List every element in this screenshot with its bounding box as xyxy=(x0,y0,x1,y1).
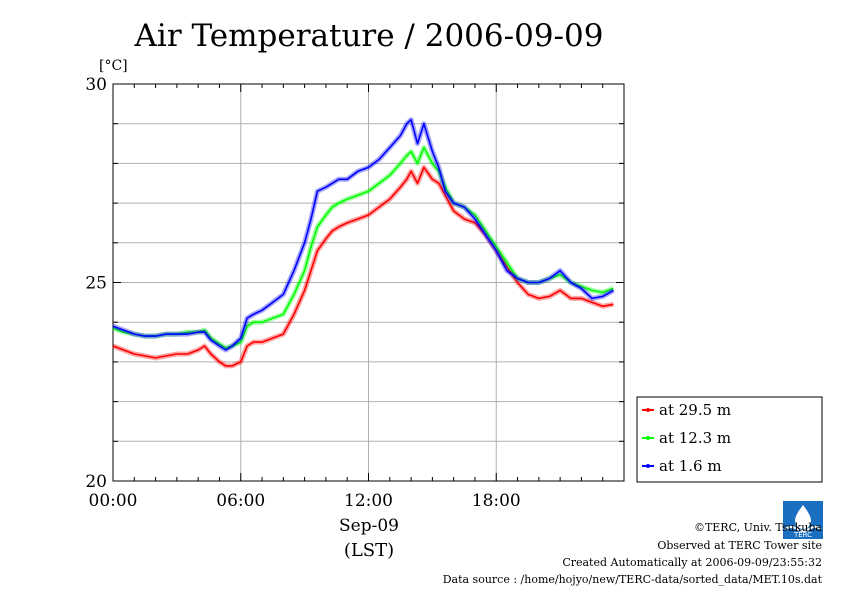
series-line-1 xyxy=(112,146,614,349)
footer-created: Created Automatically at 2006-09-09/23:5… xyxy=(562,556,822,569)
chart-title: Air Temperature / 2006-09-09 xyxy=(134,18,604,54)
series-band-2 xyxy=(112,117,615,353)
x-tick-label: 00:00 xyxy=(89,491,138,511)
x-axis-unit-label: (LST) xyxy=(344,540,394,561)
x-tick-label: 12:00 xyxy=(344,491,393,511)
y-axis: 20 25 30 xyxy=(85,75,624,492)
terc-logo-icon: TERC xyxy=(783,501,823,539)
x-axis: 00:00 06:00 12:00 18:00 xyxy=(89,84,625,511)
series-line-0 xyxy=(112,166,614,367)
y-tick-label: 25 xyxy=(85,274,107,294)
legend-marker xyxy=(646,408,650,412)
y-axis-label: [°C] xyxy=(99,58,128,74)
series-band-1 xyxy=(112,145,615,351)
legend: at 29.5 m at 12.3 m at 1.6 m xyxy=(636,396,823,483)
y-tick-label: 30 xyxy=(85,75,107,95)
series-line-2 xyxy=(112,118,614,351)
logo-text: TERC xyxy=(793,531,812,539)
x-axis-label: Sep-09 xyxy=(339,516,399,536)
legend-label: at 1.6 m xyxy=(659,457,722,475)
footer-copyright: ©TERC, Univ. Tsukuba xyxy=(693,521,822,534)
legend-marker xyxy=(646,436,650,440)
legend-marker xyxy=(646,464,650,468)
y-tick-label: 20 xyxy=(85,472,107,492)
x-tick-label: 18:00 xyxy=(472,491,521,511)
legend-label: at 29.5 m xyxy=(659,401,731,419)
footer-source: Data source : /home/hojyo/new/TERC-data/… xyxy=(442,573,822,586)
footer-site: Observed at TERC Tower site xyxy=(657,539,822,552)
legend-label: at 12.3 m xyxy=(659,429,731,447)
series-lines xyxy=(112,117,615,369)
legend-box xyxy=(636,396,823,483)
grid xyxy=(113,84,624,481)
x-tick-label: 06:00 xyxy=(216,491,265,511)
